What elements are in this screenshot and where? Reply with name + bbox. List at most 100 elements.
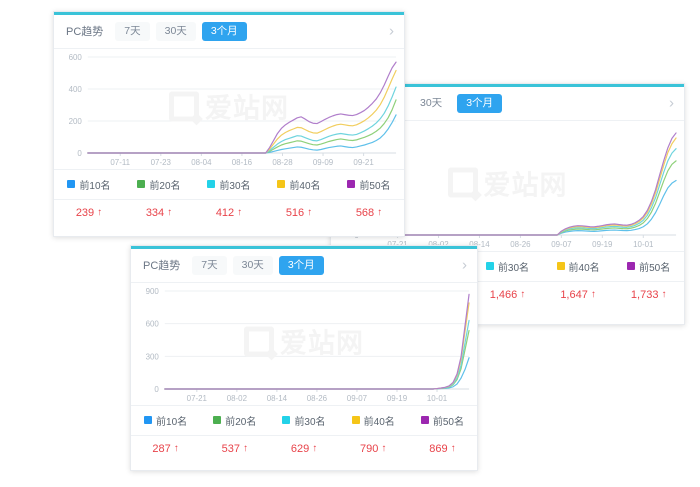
- value-cell: 334 ↑: [124, 200, 194, 226]
- next-chevron-icon[interactable]: ›: [462, 256, 467, 274]
- pc-trend-card-1: PC趋势 7天 30天 3个月 › 0 200 400 600 07-11 07-23 08…: [53, 11, 405, 237]
- legend-swatch-top30: [282, 416, 291, 425]
- card-accent-bar: [54, 12, 404, 15]
- tab-7days[interactable]: 7天: [192, 256, 227, 275]
- trend-up-icon: ↑: [377, 206, 383, 218]
- legend-swatch-top30: [207, 180, 216, 189]
- legend-label: 前30名: [219, 180, 251, 192]
- legend-label: 前40名: [363, 416, 395, 428]
- value-text: 629: [290, 442, 310, 455]
- value-text: 1,733: [630, 288, 659, 301]
- legend-item[interactable]: 前40名: [264, 170, 334, 199]
- legend-label: 前40名: [568, 262, 600, 274]
- svg-text:08-26: 08-26: [307, 394, 328, 403]
- value-text: 568: [355, 206, 375, 219]
- legend-label: 前10名: [79, 180, 111, 192]
- legend-item[interactable]: 前10名: [54, 170, 124, 199]
- legend-label: 前30名: [497, 262, 530, 274]
- tab-3months[interactable]: 3个月: [278, 256, 324, 275]
- svg-text:0: 0: [77, 149, 82, 158]
- value-text: 239: [75, 206, 95, 219]
- svg-text:07-21: 07-21: [187, 394, 208, 403]
- next-chevron-icon[interactable]: ›: [389, 22, 394, 40]
- tab-30days[interactable]: 30天: [155, 22, 196, 41]
- svg-text:10-01: 10-01: [633, 240, 654, 249]
- svg-text:09-19: 09-19: [592, 240, 613, 249]
- legend-label: 前30名: [294, 416, 326, 428]
- tab-30days[interactable]: 30天: [420, 97, 443, 109]
- range-tabs: 7天 30天 3个月: [192, 256, 324, 275]
- svg-text:600: 600: [146, 319, 160, 328]
- legend-item[interactable]: 前50名: [408, 406, 477, 435]
- value-cell: 516 ↑: [264, 200, 334, 226]
- trend-up-icon: ↑: [590, 288, 596, 300]
- legend-item[interactable]: 前50名: [334, 170, 404, 199]
- trend-up-icon: ↑: [381, 442, 387, 454]
- svg-text:09-07: 09-07: [347, 394, 368, 403]
- legend-label: 前20名: [225, 416, 257, 428]
- chart-svg: 0 200 400 600 07-11 07-23 08-04 08-16 08-28 09-09…: [69, 53, 397, 167]
- legend-swatch-top10: [67, 180, 76, 189]
- svg-text:0: 0: [154, 385, 159, 394]
- svg-text:09-21: 09-21: [353, 158, 374, 167]
- legend-row: 前10名 前20名 前30名 前40名 前50名: [54, 168, 404, 199]
- value-cell: 1,647 ↑: [543, 282, 614, 308]
- legend-item[interactable]: 前40名: [339, 406, 408, 435]
- value-cell: 869 ↑: [408, 436, 477, 462]
- range-tabs: 30天 3个月: [411, 94, 503, 113]
- card-accent-bar: [131, 246, 477, 249]
- value-text: 287: [152, 442, 171, 455]
- tab-7days[interactable]: 7天: [115, 22, 150, 41]
- legend-label: 前50名: [432, 416, 464, 428]
- legend-swatch-top50: [627, 262, 636, 271]
- svg-text:200: 200: [69, 117, 83, 126]
- svg-text:07-23: 07-23: [151, 158, 172, 167]
- card-accent-bar: [331, 84, 684, 87]
- svg-text:08-16: 08-16: [232, 158, 253, 167]
- svg-text:08-14: 08-14: [469, 240, 490, 249]
- value-cell: 287 ↑: [131, 436, 200, 462]
- next-chevron-icon[interactable]: ›: [669, 94, 674, 112]
- value-cell: 1,733 ↑: [613, 282, 684, 308]
- page-title: PC趋势: [66, 26, 104, 39]
- svg-text:10-01: 10-01: [427, 394, 448, 403]
- value-text: 1,466: [489, 288, 518, 301]
- legend-item[interactable]: 前30名: [269, 406, 338, 435]
- card-header: 30天 3个月 ›: [331, 87, 684, 121]
- value-text: 334: [145, 206, 165, 219]
- tab-3months[interactable]: 3个月: [457, 94, 503, 113]
- legend-label: 前50名: [359, 180, 391, 192]
- legend-item[interactable]: 前30名: [472, 252, 543, 281]
- value-cell: 1,466 ↑: [472, 282, 543, 308]
- svg-text:300: 300: [146, 352, 160, 361]
- value-text: 516: [285, 206, 305, 219]
- value-cell: 239 ↑: [54, 200, 124, 226]
- legend-swatch-top10: [144, 416, 153, 425]
- trend-up-icon: ↑: [97, 206, 103, 218]
- legend-swatch-top40: [277, 180, 286, 189]
- legend-swatch-top40: [351, 416, 360, 425]
- legend-item[interactable]: 前50名: [613, 252, 684, 281]
- card-header: PC趋势 7天 30天 3个月 ›: [54, 15, 404, 49]
- svg-text:08-14: 08-14: [267, 394, 288, 403]
- legend-swatch-top50: [347, 180, 356, 189]
- legend-item[interactable]: 前20名: [124, 170, 194, 199]
- svg-text:09-09: 09-09: [313, 158, 334, 167]
- chart-svg: 0 300 600 900 07-21 08-02 08-14 08-26 09-07 09-19…: [146, 287, 470, 403]
- legend-item[interactable]: 前10名: [131, 406, 200, 435]
- tab-3months[interactable]: 3个月: [201, 22, 247, 41]
- value-row: 287 ↑ 537 ↑ 629 ↑ 790 ↑ 869 ↑: [131, 434, 477, 462]
- tab-30days[interactable]: 30天: [232, 256, 273, 275]
- legend-label: 前50名: [639, 262, 671, 274]
- legend-item[interactable]: 前40名: [543, 252, 614, 281]
- svg-text:08-28: 08-28: [272, 158, 293, 167]
- legend-swatch-top50: [420, 416, 429, 425]
- legend-item[interactable]: 前20名: [200, 406, 269, 435]
- svg-text:08-02: 08-02: [428, 240, 449, 249]
- value-text: 1,647: [560, 288, 588, 301]
- trend-up-icon: ↑: [520, 288, 526, 300]
- legend-swatch-top30: [485, 262, 494, 271]
- legend-item[interactable]: 前30名: [194, 170, 264, 199]
- value-row: 239 ↑ 334 ↑ 412 ↑ 516 ↑ 568 ↑: [54, 198, 404, 226]
